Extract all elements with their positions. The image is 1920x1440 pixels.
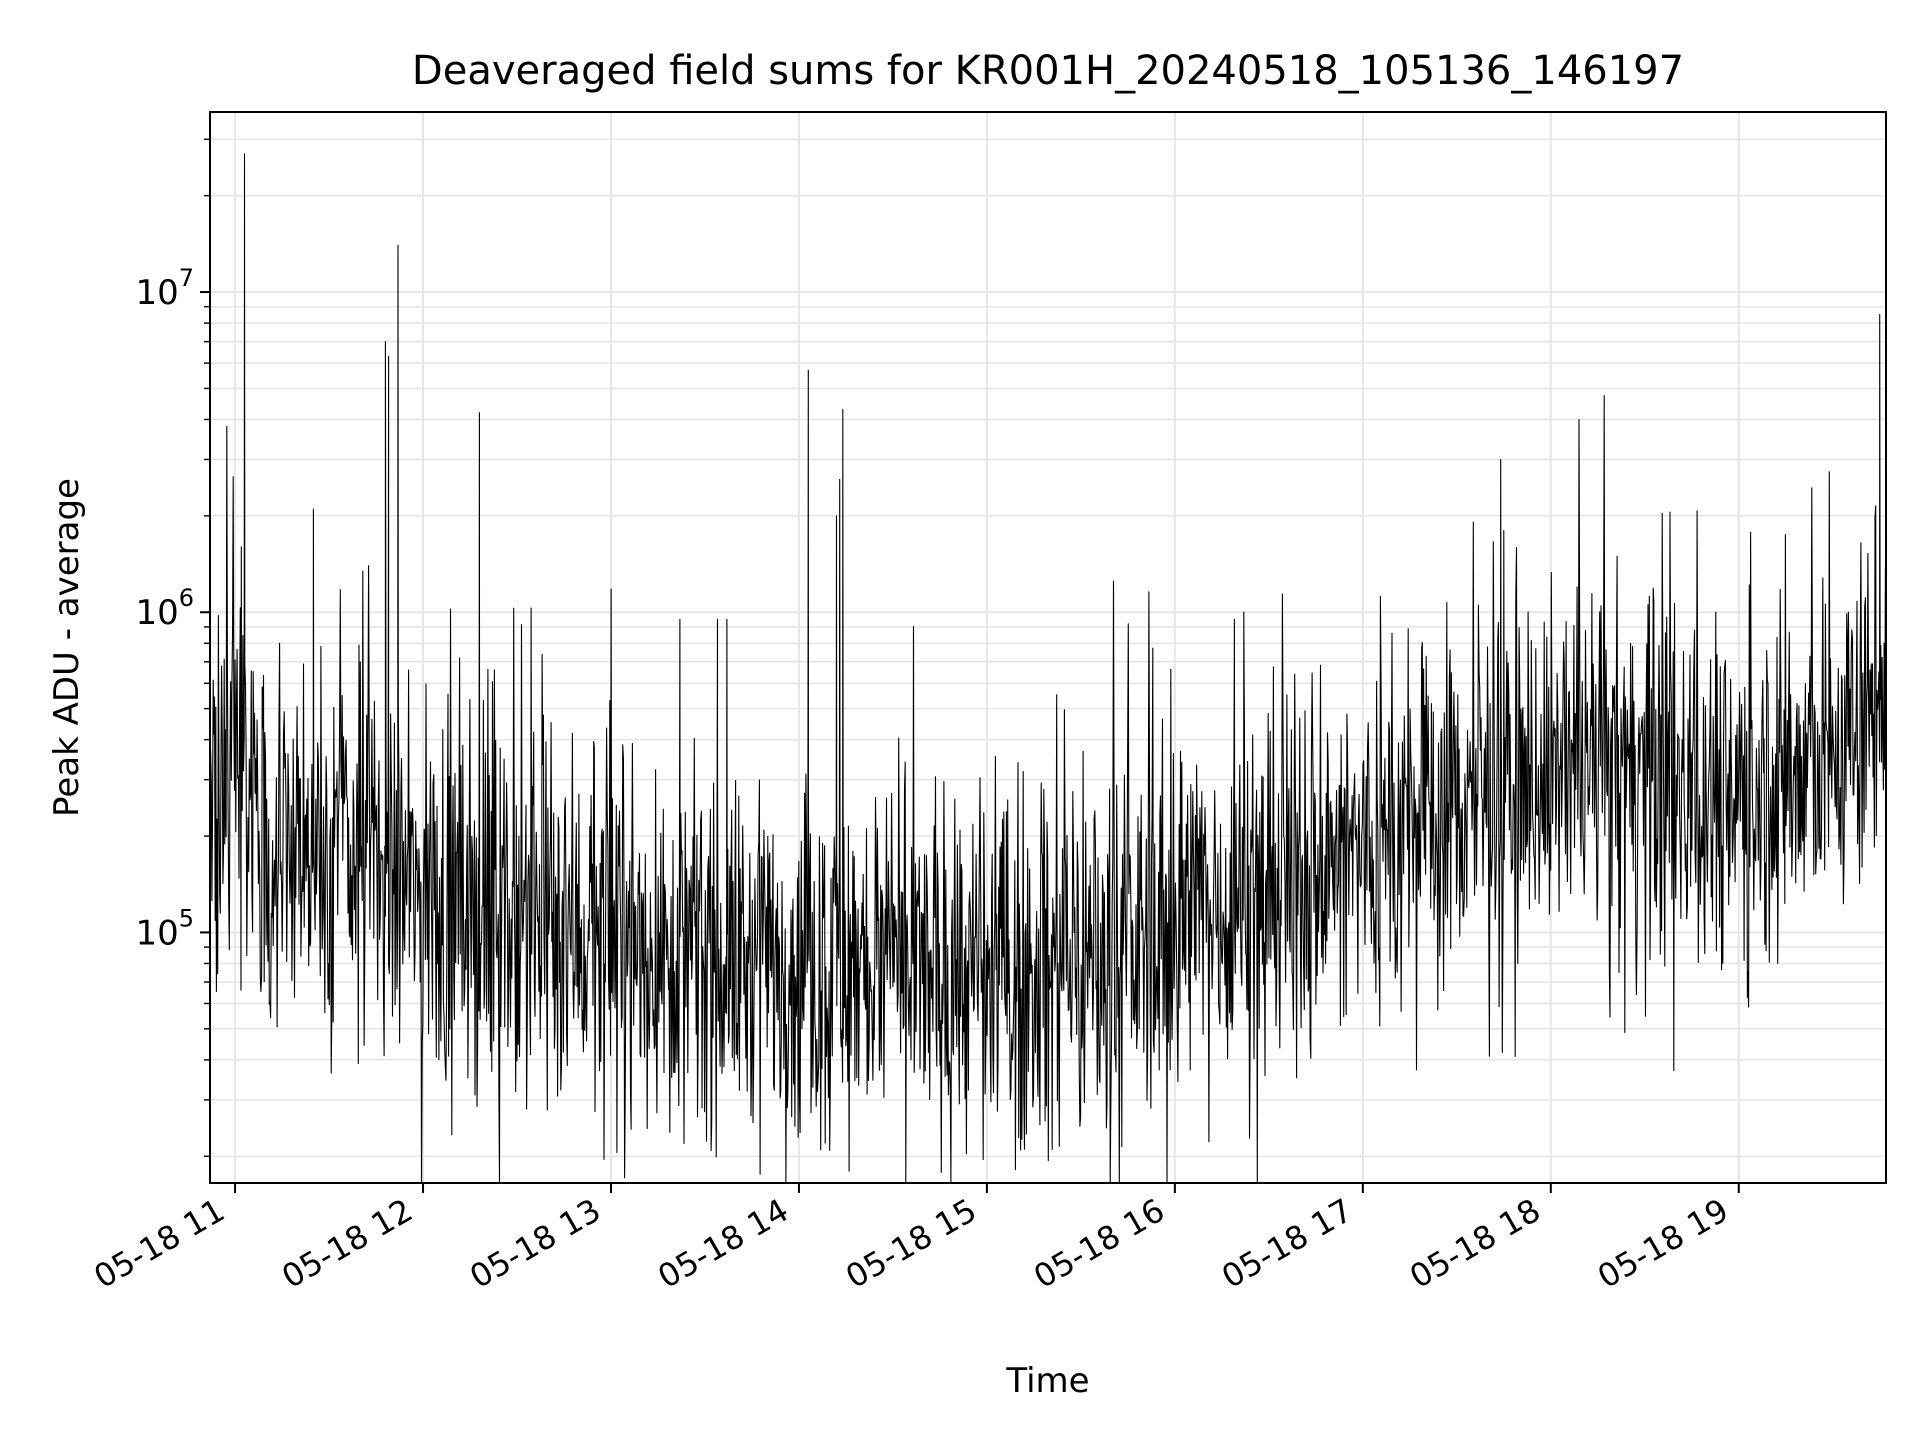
y-tick-exponent: 7	[179, 264, 194, 292]
y-tick-label: 107	[135, 264, 194, 313]
y-tick-exponent: 5	[179, 904, 194, 932]
y-axis-label: Peak ADU - average	[47, 478, 87, 817]
y-tick-exponent: 6	[179, 584, 194, 612]
y-tick-label: 105	[135, 904, 194, 953]
chart-title: Deaveraged field sums for KR001H_2024051…	[412, 48, 1684, 94]
plot-frame	[209, 111, 1887, 1184]
y-tick-base: 10	[135, 913, 178, 953]
x-axis-label: Time	[1005, 1361, 1089, 1401]
y-tick-label: 106	[135, 584, 194, 633]
series-line	[209, 153, 1887, 1184]
series-layer	[209, 153, 1887, 1184]
y-tick-base: 10	[135, 593, 178, 633]
y-tick-base: 10	[135, 273, 178, 313]
